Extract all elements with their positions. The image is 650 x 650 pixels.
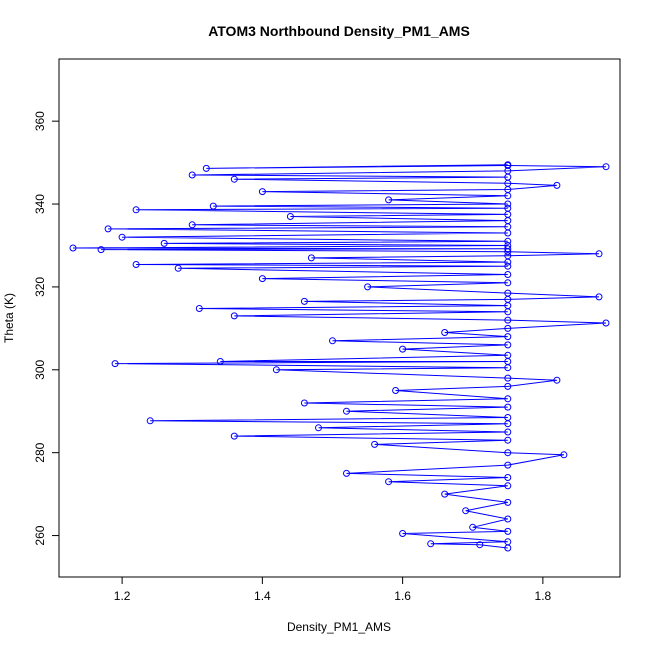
- data-point: [504, 289, 512, 297]
- data-point: [504, 200, 512, 208]
- y-tick-label: 360: [33, 111, 47, 131]
- data-point: [132, 206, 140, 214]
- data-point: [504, 161, 512, 169]
- data-point: [385, 478, 393, 486]
- data-point: [504, 498, 512, 506]
- x-tick-label: 1.2: [114, 589, 131, 603]
- data-point: [230, 175, 238, 183]
- y-tick-label: 340: [33, 194, 47, 214]
- data-point: [111, 360, 119, 368]
- data-point: [504, 324, 512, 332]
- data-point: [343, 469, 350, 477]
- data-point: [504, 262, 512, 270]
- data-point: [216, 358, 224, 365]
- data-point: [371, 440, 379, 448]
- data-point: [300, 297, 308, 305]
- data-point: [230, 432, 238, 440]
- data-point: [504, 242, 512, 249]
- series-line: [72, 164, 607, 549]
- data-point: [230, 312, 238, 320]
- data-point: [399, 530, 407, 537]
- data-point: [595, 250, 603, 258]
- data-point: [441, 329, 449, 336]
- data-point: [504, 382, 512, 390]
- data-point: [504, 245, 512, 253]
- data-point: [272, 366, 280, 374]
- y-tick-label: 320: [33, 277, 47, 297]
- chart-title: ATOM3 Northbound Density_PM1_AMS: [208, 23, 470, 39]
- data-point: [504, 482, 512, 490]
- data-point: [595, 293, 603, 301]
- data-point: [504, 527, 512, 535]
- x-tick-label: 1.8: [535, 589, 552, 603]
- data-point: [504, 333, 512, 341]
- data-point: [97, 246, 105, 254]
- data-point: [385, 196, 393, 204]
- data-point: [146, 417, 154, 425]
- data-point: [118, 233, 126, 241]
- data-point: [209, 202, 217, 210]
- y-axis-title: Theta (K): [2, 293, 16, 343]
- data-point: [504, 252, 512, 260]
- data-point: [560, 451, 568, 459]
- data-point: [504, 414, 512, 421]
- data-point: [195, 305, 203, 312]
- y-tick-label: 300: [33, 359, 47, 379]
- y-axis: 260 280 300 320 340 360: [33, 111, 60, 546]
- data-point: [504, 474, 512, 481]
- data-point: [343, 407, 350, 415]
- data-point: [504, 395, 512, 403]
- data-point: [504, 449, 512, 457]
- x-axis: 1.2 1.4 1.6 1.8: [114, 576, 552, 603]
- data-point: [202, 164, 210, 172]
- data-point: [504, 403, 512, 411]
- data-point: [160, 239, 168, 247]
- data-point: [188, 221, 196, 229]
- data-point: [504, 279, 512, 287]
- data-point: [104, 225, 112, 233]
- data-point: [504, 237, 512, 245]
- data-point: [553, 376, 561, 384]
- data-point: [504, 436, 512, 444]
- data-point: [504, 515, 512, 523]
- data-point: [399, 345, 407, 353]
- data-point: [364, 283, 372, 291]
- data-point: [300, 399, 308, 407]
- data-point: [504, 316, 512, 324]
- data-point: [441, 490, 449, 498]
- data-point: [602, 319, 610, 327]
- data-point: [504, 204, 512, 212]
- data-point: [69, 244, 77, 252]
- x-axis-title: Density_PM1_AMS: [287, 620, 391, 634]
- data-point: [258, 275, 266, 283]
- data-point: [504, 538, 512, 546]
- data-point: [462, 507, 470, 515]
- data-point: [602, 163, 610, 171]
- data-point: [469, 523, 477, 531]
- data-point: [427, 540, 435, 548]
- data-point: [188, 171, 196, 179]
- x-tick-label: 1.6: [394, 589, 411, 603]
- data-point: [307, 254, 315, 262]
- y-tick-label: 280: [33, 442, 47, 462]
- data-point: [504, 271, 512, 278]
- data-point: [258, 188, 266, 196]
- data-point: [504, 341, 512, 349]
- data-point: [476, 541, 484, 549]
- data-point: [504, 351, 512, 359]
- data-point: [286, 213, 294, 220]
- data-layer: [69, 161, 610, 552]
- data-point: [174, 264, 182, 272]
- data-point: [553, 181, 561, 189]
- data-point: [329, 337, 336, 345]
- data-point: [504, 374, 512, 382]
- data-point: [315, 424, 322, 432]
- data-point: [392, 387, 400, 394]
- x-tick-label: 1.4: [254, 589, 271, 603]
- data-point: [504, 461, 512, 469]
- y-tick-label: 260: [33, 525, 47, 545]
- data-point: [504, 428, 512, 436]
- data-point: [132, 261, 140, 268]
